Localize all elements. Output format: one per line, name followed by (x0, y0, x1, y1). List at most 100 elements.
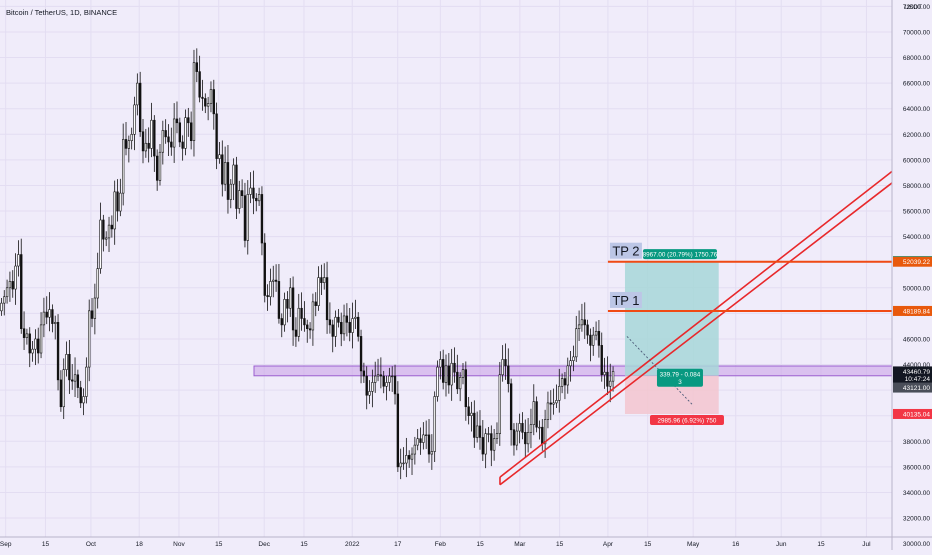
candle (178, 122, 181, 143)
price-label-4818984[interactable]: 48189.84 (893, 305, 932, 316)
time-tick-label: 15 (300, 541, 308, 548)
candle (226, 162, 230, 200)
candle (260, 194, 264, 244)
candle (212, 89, 215, 115)
loss-label-bg (649, 414, 724, 425)
candle (436, 366, 439, 397)
loss-label-text: 2985.96 (6.92%) 750 (658, 417, 717, 424)
candle (144, 142, 148, 152)
candle (351, 318, 354, 333)
candle (498, 374, 501, 434)
candle (603, 371, 606, 376)
candle (560, 378, 564, 387)
profit-label[interactable]: 8967.00 (20.79%) 1750.76 (643, 249, 718, 260)
candle (65, 354, 68, 370)
price-tick-label: 30000.00 (903, 541, 930, 548)
candle (524, 432, 527, 445)
candle (416, 438, 419, 446)
position-center-label-bg (656, 368, 703, 387)
candle (529, 424, 533, 433)
candle (0, 302, 3, 312)
candle (39, 324, 43, 354)
price-label-bg (893, 305, 932, 316)
price-label-104724[interactable]: 10:47:24 (893, 373, 932, 384)
candle (8, 281, 12, 289)
time-tick-label: 15 (215, 541, 223, 548)
price-label-5203922[interactable]: 52039.22 (893, 256, 932, 267)
candle (297, 307, 300, 337)
candle (597, 330, 601, 346)
candle (572, 356, 575, 361)
time-tick-label: 15 (476, 541, 484, 548)
candle (158, 151, 162, 181)
price-tick-label: 44000.00 (903, 362, 930, 369)
candle (323, 277, 326, 283)
candle (161, 130, 165, 153)
support-zone[interactable] (253, 365, 893, 377)
tp1-label-box (609, 291, 642, 308)
candle (362, 370, 366, 377)
candle (294, 329, 298, 337)
price-tick-label: 38000.00 (903, 439, 930, 446)
candle (382, 375, 385, 387)
candle (198, 71, 201, 98)
candle (532, 401, 535, 425)
price-label-4312100[interactable]: 43121.00 (893, 382, 932, 393)
candle (3, 296, 6, 304)
time-axis[interactable] (0, 537, 932, 550)
candle (218, 154, 221, 159)
candle (399, 462, 402, 468)
loss-label[interactable]: 2985.96 (6.92%) 750 (649, 414, 724, 425)
candle (11, 281, 14, 290)
candle (277, 281, 281, 319)
candle (113, 191, 116, 230)
price-tick-label: 34000.00 (903, 490, 930, 497)
time-tick-label: Sep (0, 541, 12, 548)
candle (31, 348, 34, 354)
candle (475, 425, 479, 438)
candle (201, 96, 204, 99)
candle (34, 338, 37, 350)
candle (374, 375, 377, 383)
trendline-2[interactable] (499, 170, 893, 478)
candle (59, 379, 63, 408)
candle (402, 462, 405, 465)
candle (609, 380, 612, 387)
price-axis[interactable] (892, 0, 932, 550)
candle (22, 328, 26, 338)
candle (246, 194, 249, 241)
candle (122, 139, 125, 194)
candle (90, 310, 94, 319)
candle (424, 434, 428, 436)
candle (453, 362, 456, 373)
time-tick-label: 15 (42, 541, 50, 548)
time-tick-label: 15 (556, 541, 564, 548)
candle (558, 385, 561, 401)
candle (147, 142, 150, 149)
candle (280, 318, 283, 326)
price-tick-label: 46000.00 (903, 336, 930, 343)
candle (68, 354, 71, 381)
time-tick-label: Jun (776, 541, 787, 548)
candle (345, 315, 349, 323)
candle (385, 382, 388, 387)
candle (130, 134, 133, 141)
candle (325, 277, 329, 321)
price-label-4013504[interactable]: 40135.04 (893, 408, 932, 419)
price-tick-label: 60000.00 (903, 157, 930, 164)
trendline-1[interactable] (499, 182, 893, 486)
candle (340, 322, 343, 335)
candle (611, 371, 615, 382)
candle (509, 383, 513, 431)
candle (54, 322, 57, 324)
candle (150, 119, 153, 149)
candle (365, 375, 368, 396)
candle (311, 301, 315, 331)
price-label-4346079[interactable]: 43460.79 (893, 366, 932, 377)
candle (155, 155, 159, 181)
candle (521, 423, 524, 433)
candle (464, 369, 468, 408)
